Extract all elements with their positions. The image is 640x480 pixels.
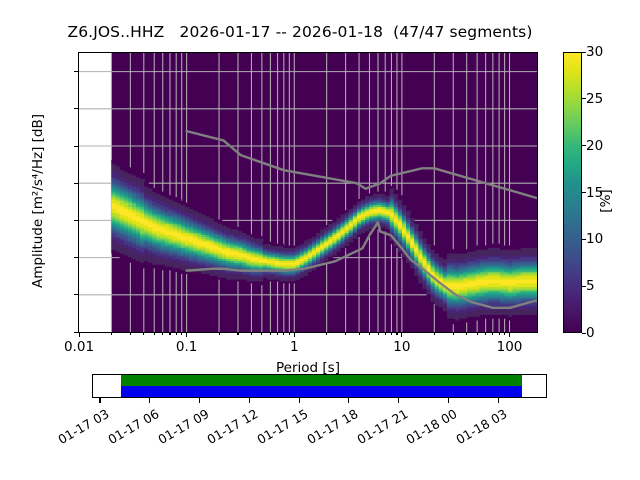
x-minor-tick-mark — [261, 333, 263, 336]
y-tick-mark — [74, 71, 78, 73]
timeline-tick-mark — [149, 398, 151, 403]
x-major-tick-mark — [293, 333, 295, 337]
ppsd-plot-area — [79, 53, 537, 332]
high-noise-model-line — [185, 129, 537, 200]
colorbar — [563, 52, 582, 333]
timeline-tick-label: 01-17 21 — [353, 406, 411, 448]
x-minor-tick-mark — [492, 333, 494, 336]
colorbar-tick-label: 0 — [586, 325, 595, 341]
x-minor-tick-mark — [237, 333, 239, 336]
x-minor-tick-mark — [175, 333, 177, 336]
coverage-bar-green — [121, 375, 522, 386]
x-minor-tick-mark — [181, 333, 183, 336]
colorbar-tick-label: 15 — [586, 184, 604, 201]
colorbar-tick-label: 10 — [586, 231, 604, 248]
timeline-tick-mark — [248, 398, 250, 403]
ppsd-curves — [79, 53, 537, 332]
timeline-tick-mark — [497, 398, 499, 403]
y-tick-mark — [74, 182, 78, 184]
timeline-tick-mark — [398, 398, 400, 403]
y-axis-label: Amplitude [m²/s⁴/Hz] [dB] — [30, 114, 46, 289]
y-tick-mark — [74, 331, 78, 333]
colorbar-tick-label: 30 — [586, 44, 604, 60]
low-noise-model-line — [185, 221, 537, 310]
y-tick-mark — [74, 294, 78, 296]
timeline-tick-label: 01-17 18 — [304, 406, 361, 448]
timeline-tick-mark — [99, 398, 101, 403]
x-minor-tick-mark — [452, 333, 454, 336]
x-minor-tick-mark — [390, 333, 393, 336]
x-minor-tick-mark — [476, 333, 478, 336]
coverage-bar-blue — [121, 386, 522, 397]
x-tick-label: 0.1 — [175, 339, 198, 355]
x-minor-tick-mark — [129, 333, 131, 336]
timeline-tick-mark — [298, 398, 300, 403]
x-minor-tick-mark — [269, 333, 271, 336]
colorbar-tick-mark — [582, 145, 586, 147]
x-axis-label: Period [s] — [276, 360, 340, 376]
colorbar-tick-label: 25 — [586, 90, 604, 107]
x-minor-tick-mark — [288, 333, 290, 336]
timeline-tick-label: 01-17 15 — [254, 406, 311, 448]
x-minor-tick-mark — [218, 333, 220, 336]
x-minor-tick-mark — [504, 333, 506, 336]
timeline-tick-label: 01-17 12 — [204, 406, 261, 448]
ppsd-axes — [78, 52, 538, 333]
coverage-timeline[interactable] — [92, 374, 547, 398]
colorbar-tick-mark — [582, 332, 586, 334]
y-tick-mark — [74, 108, 78, 110]
y-tick-mark — [74, 145, 78, 147]
x-major-tick-mark — [78, 333, 80, 337]
colorbar-label: [%] — [598, 189, 614, 213]
colorbar-tick-label: 5 — [586, 278, 595, 295]
x-major-tick-mark — [186, 333, 188, 337]
timeline-tick-label: 01-17 06 — [105, 406, 162, 448]
x-tick-label: 0.01 — [63, 339, 95, 355]
timeline-tick-mark — [447, 398, 450, 403]
x-minor-tick-mark — [396, 333, 398, 336]
x-tick-label: 1 — [289, 339, 299, 355]
y-tick-mark — [74, 257, 78, 259]
x-minor-tick-mark — [153, 333, 155, 336]
timeline-tick-mark — [199, 398, 201, 403]
timeline-tick-mark — [348, 398, 350, 403]
colorbar-tick-label: 20 — [586, 137, 604, 154]
x-minor-tick-mark — [377, 333, 379, 336]
x-minor-tick-mark — [169, 333, 171, 336]
y-tick-mark — [74, 219, 78, 221]
x-minor-tick-mark — [368, 333, 371, 336]
x-minor-tick-mark — [358, 333, 360, 336]
x-minor-tick-mark — [326, 333, 328, 336]
ppsd-density — [111, 159, 537, 325]
x-minor-tick-mark — [143, 333, 145, 336]
x-minor-tick-mark — [433, 333, 435, 336]
x-minor-tick-mark — [110, 333, 112, 336]
x-minor-tick-mark — [485, 333, 487, 336]
x-minor-tick-mark — [277, 333, 279, 336]
x-minor-tick-mark — [498, 333, 500, 336]
x-major-tick-mark — [401, 333, 403, 337]
colorbar-tick-mark — [582, 98, 586, 100]
x-minor-tick-mark — [162, 333, 164, 336]
timeline-tick-label: 01-17 09 — [154, 406, 212, 448]
timeline-tick-label: 01-18 00 — [403, 406, 460, 448]
timeline-tick-label: 01-18 03 — [453, 406, 510, 448]
x-major-tick-mark — [509, 333, 511, 337]
x-minor-tick-mark — [384, 333, 386, 336]
x-minor-tick-mark — [345, 333, 347, 336]
x-tick-label: 10 — [393, 339, 411, 355]
page-title: Z6.JOS..HHZ 2026-01-17 -- 2026-01-18 (47… — [67, 23, 533, 41]
timeline-tick-label: 01-17 03 — [55, 406, 112, 448]
colorbar-tick-mark — [582, 238, 586, 240]
colorbar-tick-mark — [582, 285, 586, 287]
x-minor-tick-mark — [283, 333, 285, 336]
colorbar-tick-mark — [582, 192, 586, 194]
x-minor-tick-mark — [250, 333, 253, 336]
x-tick-label: 100 — [496, 339, 523, 355]
colorbar-tick-mark — [582, 51, 586, 53]
x-minor-tick-mark — [466, 333, 468, 336]
